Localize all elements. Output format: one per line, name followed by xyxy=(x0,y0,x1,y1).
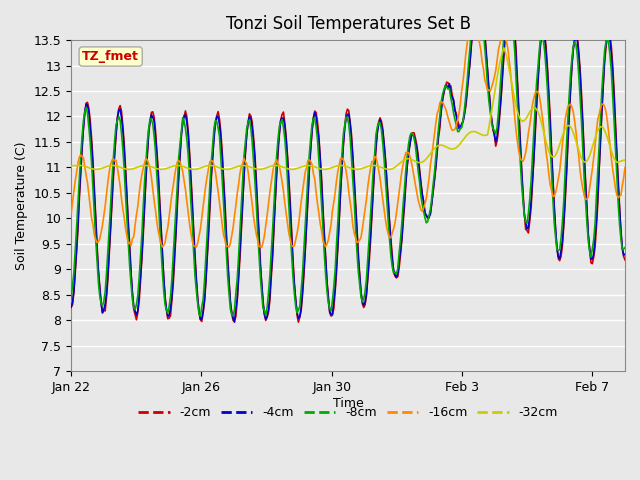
X-axis label: Time: Time xyxy=(333,396,364,409)
Legend: -2cm, -4cm, -8cm, -16cm, -32cm: -2cm, -4cm, -8cm, -16cm, -32cm xyxy=(133,401,563,424)
Title: Tonzi Soil Temperatures Set B: Tonzi Soil Temperatures Set B xyxy=(225,15,470,33)
Text: TZ_fmet: TZ_fmet xyxy=(82,50,139,63)
Y-axis label: Soil Temperature (C): Soil Temperature (C) xyxy=(15,142,28,270)
